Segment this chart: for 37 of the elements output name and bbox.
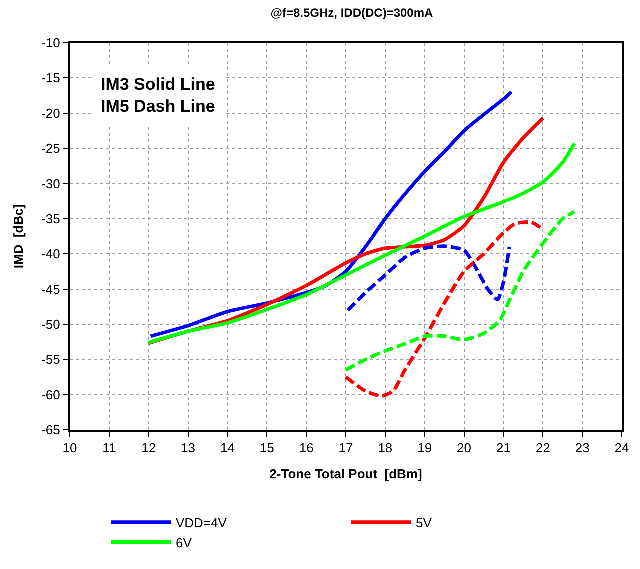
y-tick-label: -40 (42, 246, 60, 262)
chart-title: @f=8.5GHz, IDD(DC)=300mA (270, 6, 434, 20)
y-tick-label: -65 (42, 422, 60, 438)
y-tick-label: -20 (42, 106, 60, 121)
y-tick-label: -50 (42, 317, 60, 332)
x-tick-label: 11 (102, 440, 116, 456)
x-tick-label: 22 (536, 440, 550, 456)
y-tick-label: -15 (42, 70, 60, 86)
x-tick-label: 12 (142, 440, 156, 456)
y-tick-label: -35 (42, 211, 60, 226)
x-axis-title: 2-Tone Total Pout [dBm] (270, 466, 422, 482)
y-tick-label: -45 (42, 282, 60, 297)
y-tick-label: -55 (42, 352, 60, 368)
y-axis-title: IMD [dBc] (11, 204, 26, 269)
y-tick-label: -10 (42, 36, 60, 51)
x-tick-label: 10 (62, 440, 78, 456)
x-tick-label: 16 (299, 440, 314, 456)
line-series (344, 210, 576, 372)
x-tick-label: 15 (260, 440, 274, 456)
x-tick-label: 13 (181, 440, 196, 456)
legend-label: 6V (176, 535, 192, 550)
line-series (346, 244, 512, 312)
x-tick-label: 20 (457, 440, 472, 456)
x-tick-label: 19 (418, 440, 432, 456)
x-tick-label: 23 (575, 440, 590, 456)
annotation: IM3 Solid Line IM5 Dash Line (101, 75, 216, 116)
x-tick-label: 24 (614, 440, 630, 456)
y-tick-label: -25 (42, 141, 60, 156)
x-tick-label: 21 (496, 440, 511, 456)
line-series (147, 142, 576, 344)
y-tick-label: -30 (42, 176, 60, 192)
x-tick-label: 17 (338, 440, 354, 456)
legend-label: 5V (416, 515, 432, 530)
x-tick-label: 18 (378, 440, 393, 456)
legend-label: VDD=4V (176, 515, 228, 530)
x-tick-label: 14 (220, 440, 235, 456)
y-tick-label: -60 (42, 387, 60, 402)
